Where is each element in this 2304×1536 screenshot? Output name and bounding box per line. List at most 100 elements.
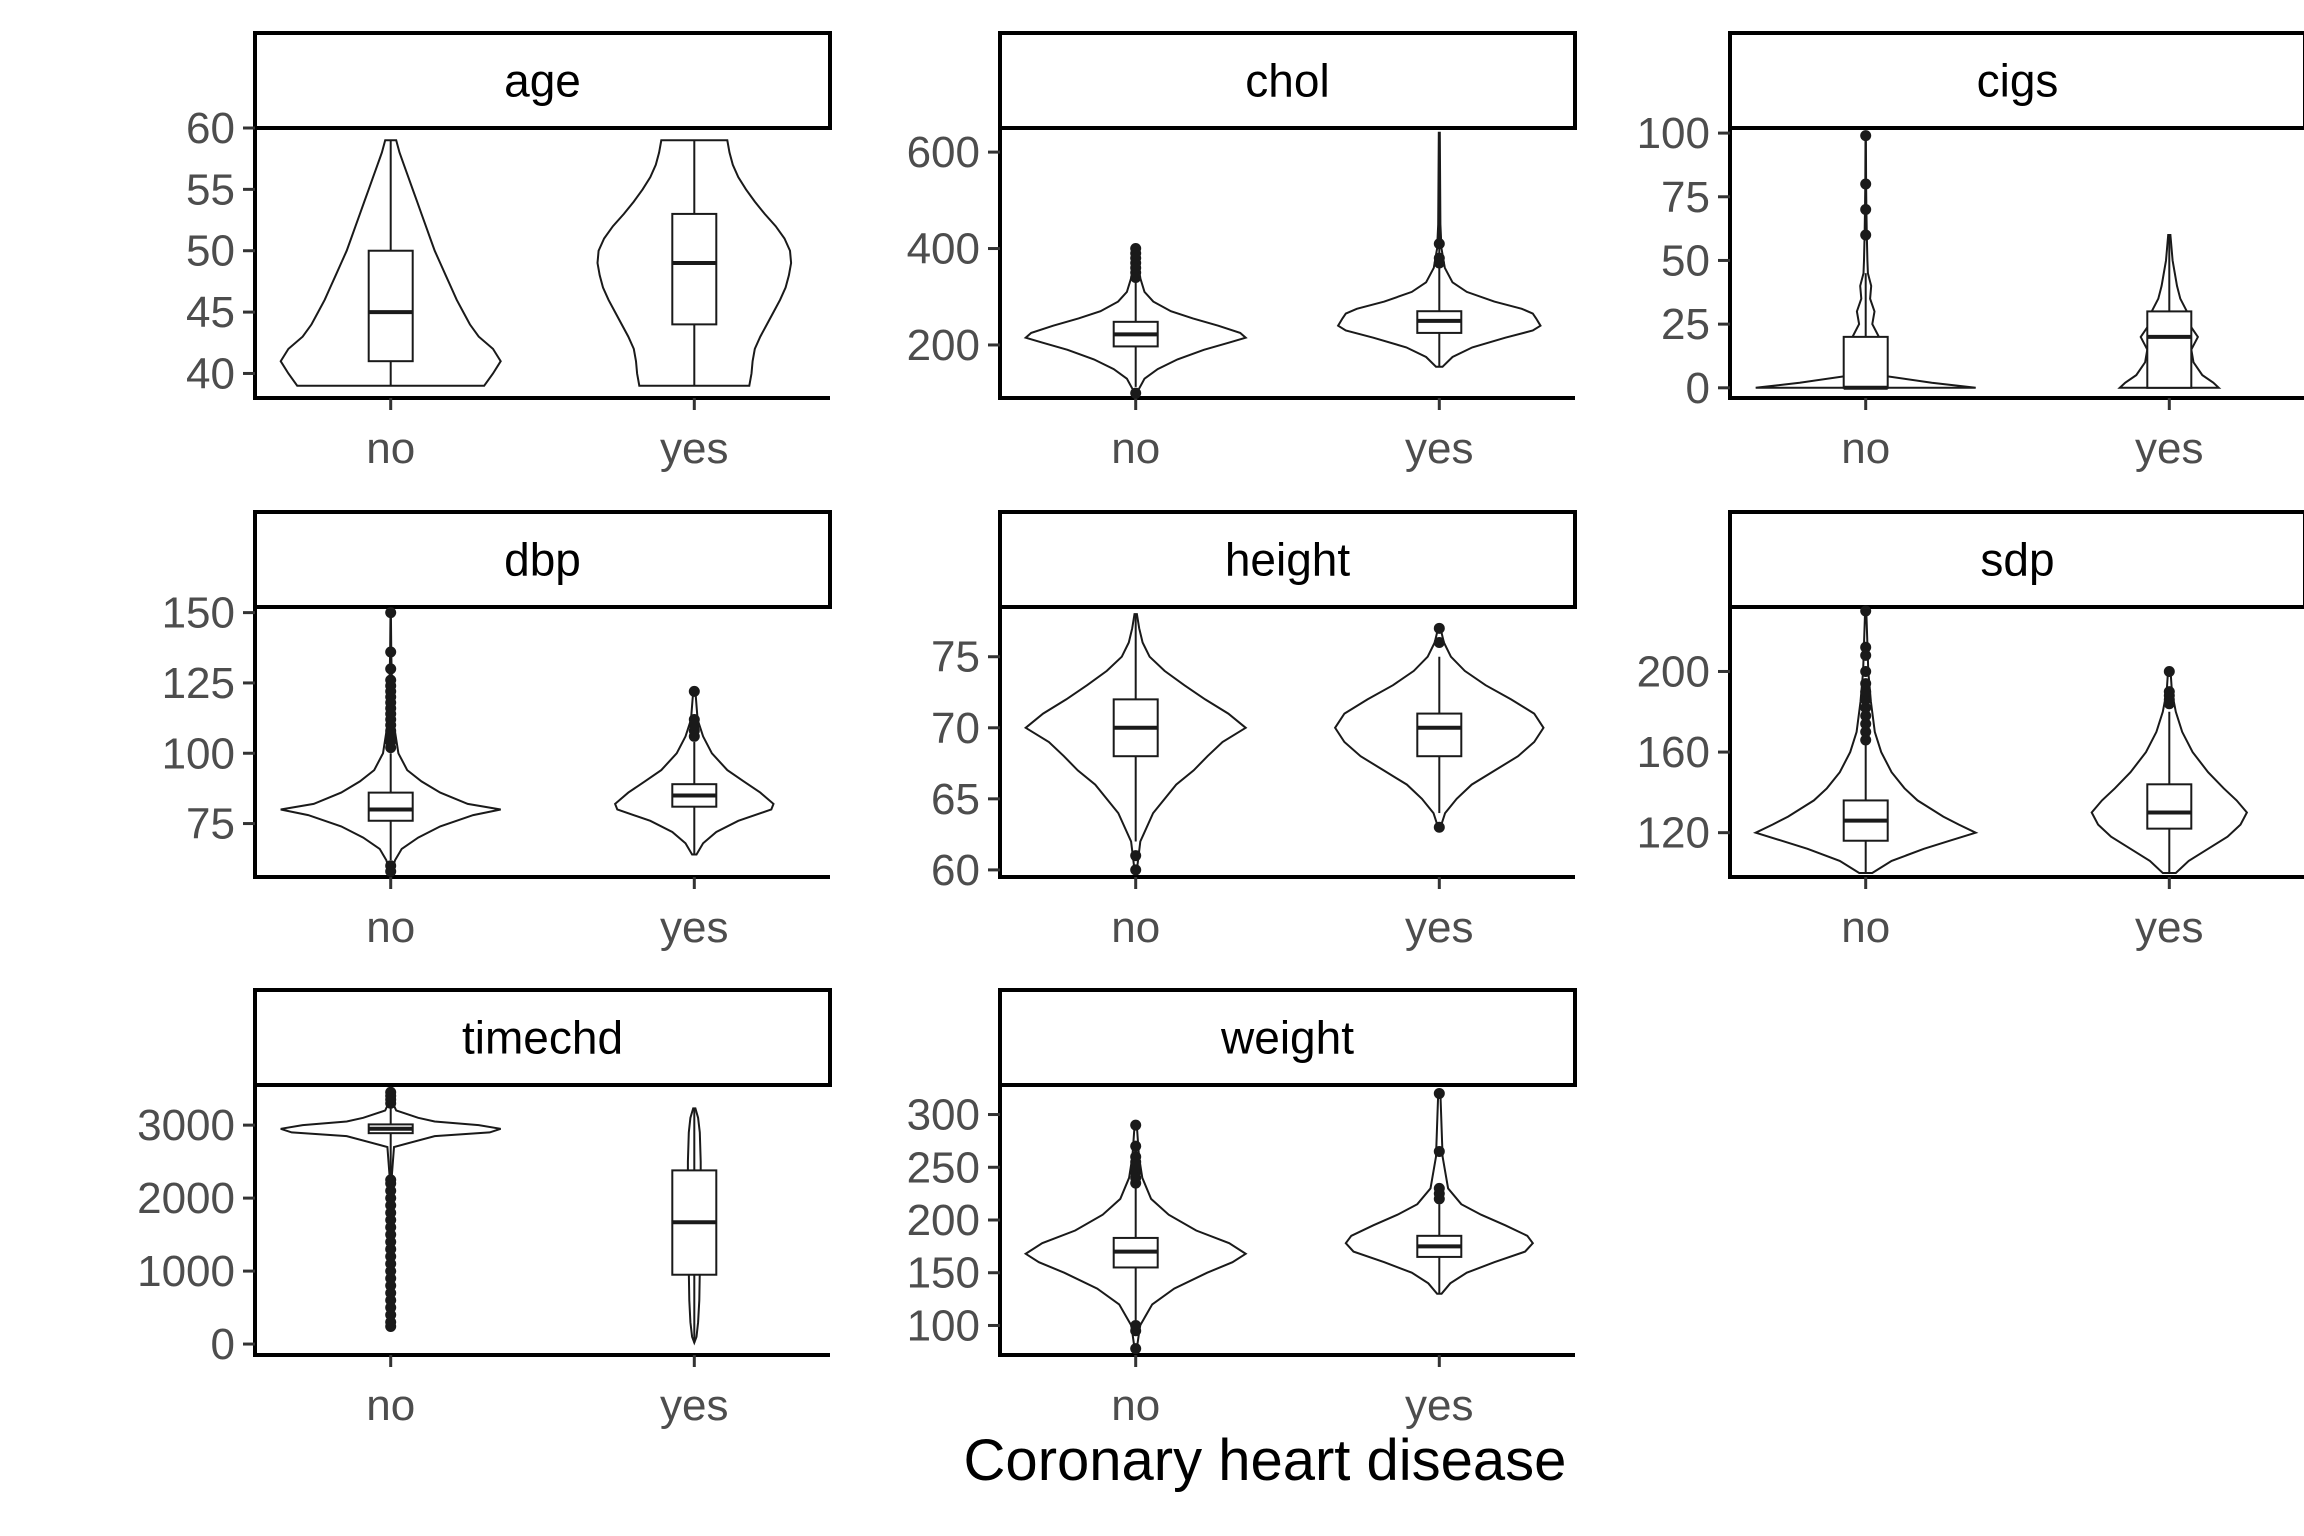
strip-label: dbp	[504, 534, 581, 586]
outlier-point	[1433, 622, 1445, 634]
strip-label: height	[1225, 534, 1351, 586]
outlier-point	[1860, 130, 1872, 142]
y-tick-label: 300	[907, 1091, 980, 1140]
outlier-point	[1433, 1145, 1445, 1157]
facet-panel-age: age 40 45 50 55 60 no yes	[186, 31, 832, 473]
y-tick-label: 50	[1661, 236, 1710, 285]
x-tick-label: no	[1111, 903, 1160, 952]
x-tick-label: no	[1841, 424, 1890, 473]
box-no	[367, 249, 414, 363]
y-tick-label: 25	[1661, 300, 1710, 349]
outlier-point	[1860, 178, 1872, 190]
y-tick-label: 125	[162, 659, 235, 708]
outlier-point	[385, 1174, 397, 1186]
y-tick-label: 55	[186, 165, 235, 214]
y-tick-label: 75	[186, 800, 235, 849]
y-tick-label: 120	[1637, 809, 1710, 858]
strip-label: timechd	[462, 1012, 623, 1064]
outlier-point	[1860, 710, 1872, 722]
facet-panel-sdp: sdp 120 160 200 no yes	[1637, 510, 2304, 952]
x-tick-label: yes	[1405, 903, 1473, 952]
strip-box	[1728, 31, 2304, 130]
y-tick-label: 200	[1637, 647, 1710, 696]
outlier-point	[1130, 1140, 1142, 1152]
x-tick-label: yes	[2135, 424, 2203, 473]
strip-box	[998, 31, 1577, 130]
x-tick-label: yes	[660, 424, 728, 473]
y-tick-label: 100	[1637, 109, 1710, 158]
facet-panel-cigs: cigs 0 25 50 75 100 no yes	[1637, 31, 2304, 473]
outlier-point	[385, 1086, 397, 1098]
y-tick-label: 100	[907, 1301, 980, 1350]
y-tick-label: 3000	[137, 1101, 235, 1150]
strip-label: sdp	[1980, 534, 2054, 586]
box-no	[367, 791, 414, 822]
strip-box	[253, 988, 832, 1087]
outlier-point	[1130, 1119, 1142, 1131]
x-axis-label: Coronary heart disease	[964, 1428, 1567, 1493]
y-tick-label: 160	[1637, 728, 1710, 777]
y-tick-label: 75	[931, 633, 980, 682]
y-tick-label: 65	[931, 775, 980, 824]
y-tick-label: 200	[907, 1196, 980, 1245]
outlier-point	[1860, 718, 1872, 730]
x-tick-label: yes	[660, 903, 728, 952]
box-yes	[671, 212, 718, 326]
outlier-point	[2163, 686, 2175, 698]
y-tick-label: 45	[186, 288, 235, 337]
outlier-point	[1860, 694, 1872, 706]
facet-panel-height: height 60 65 70 75 no yes	[931, 510, 1577, 952]
strip-label: weight	[1220, 1012, 1354, 1064]
outlier-point	[1860, 605, 1872, 617]
outlier-point	[1130, 1343, 1142, 1355]
y-tick-label: 400	[907, 225, 980, 274]
strip-box	[1728, 510, 2304, 609]
box-yes	[2146, 310, 2193, 389]
outlier-point	[1860, 702, 1872, 714]
outlier-point	[385, 607, 397, 619]
x-tick-label: no	[366, 424, 415, 473]
outlier-point	[1130, 864, 1142, 876]
y-tick-label: 200	[907, 321, 980, 370]
x-tick-label: no	[1841, 903, 1890, 952]
outlier-point	[1130, 387, 1142, 399]
x-tick-label: no	[1111, 424, 1160, 473]
outlier-point	[1860, 641, 1872, 653]
x-tick-label: yes	[1405, 424, 1473, 473]
facet-panel-dbp: dbp 75 100 125 150 no yes	[162, 510, 832, 952]
y-tick-label: 150	[907, 1249, 980, 1298]
outlier-point	[1433, 637, 1445, 649]
violin-no	[1023, 613, 1248, 871]
outlier-point	[2163, 665, 2175, 677]
y-tick-label: 0	[1686, 364, 1710, 413]
outlier-point	[688, 685, 700, 697]
y-tick-label: 150	[162, 589, 235, 638]
outlier-point	[1130, 1319, 1142, 1331]
strip-box	[253, 31, 832, 130]
box-yes	[1416, 712, 1463, 758]
outlier-point	[1860, 678, 1872, 690]
outlier-point	[1433, 252, 1445, 264]
outlier-point	[1860, 229, 1872, 241]
outlier-point	[385, 646, 397, 658]
x-tick-label: no	[1111, 1381, 1160, 1430]
violin-yes	[596, 139, 793, 387]
strip-label: age	[504, 55, 581, 107]
y-tick-label: 1000	[137, 1247, 235, 1296]
outlier-point	[1860, 734, 1872, 746]
y-tick-label: 60	[931, 846, 980, 895]
violin-yes	[1336, 131, 1542, 368]
x-tick-label: no	[366, 1381, 415, 1430]
outlier-point	[385, 860, 397, 872]
strip-label: chol	[1245, 55, 1329, 107]
y-tick-label: 100	[162, 729, 235, 778]
y-tick-label: 50	[186, 227, 235, 276]
outlier-point	[1860, 204, 1872, 216]
outlier-point	[1433, 238, 1445, 250]
outlier-point	[1433, 1087, 1445, 1099]
outlier-point	[1130, 850, 1142, 862]
strip-label: cigs	[1977, 55, 2059, 107]
facet-panel-timechd: timechd 0 1000 2000 3000 no yes	[137, 988, 832, 1430]
